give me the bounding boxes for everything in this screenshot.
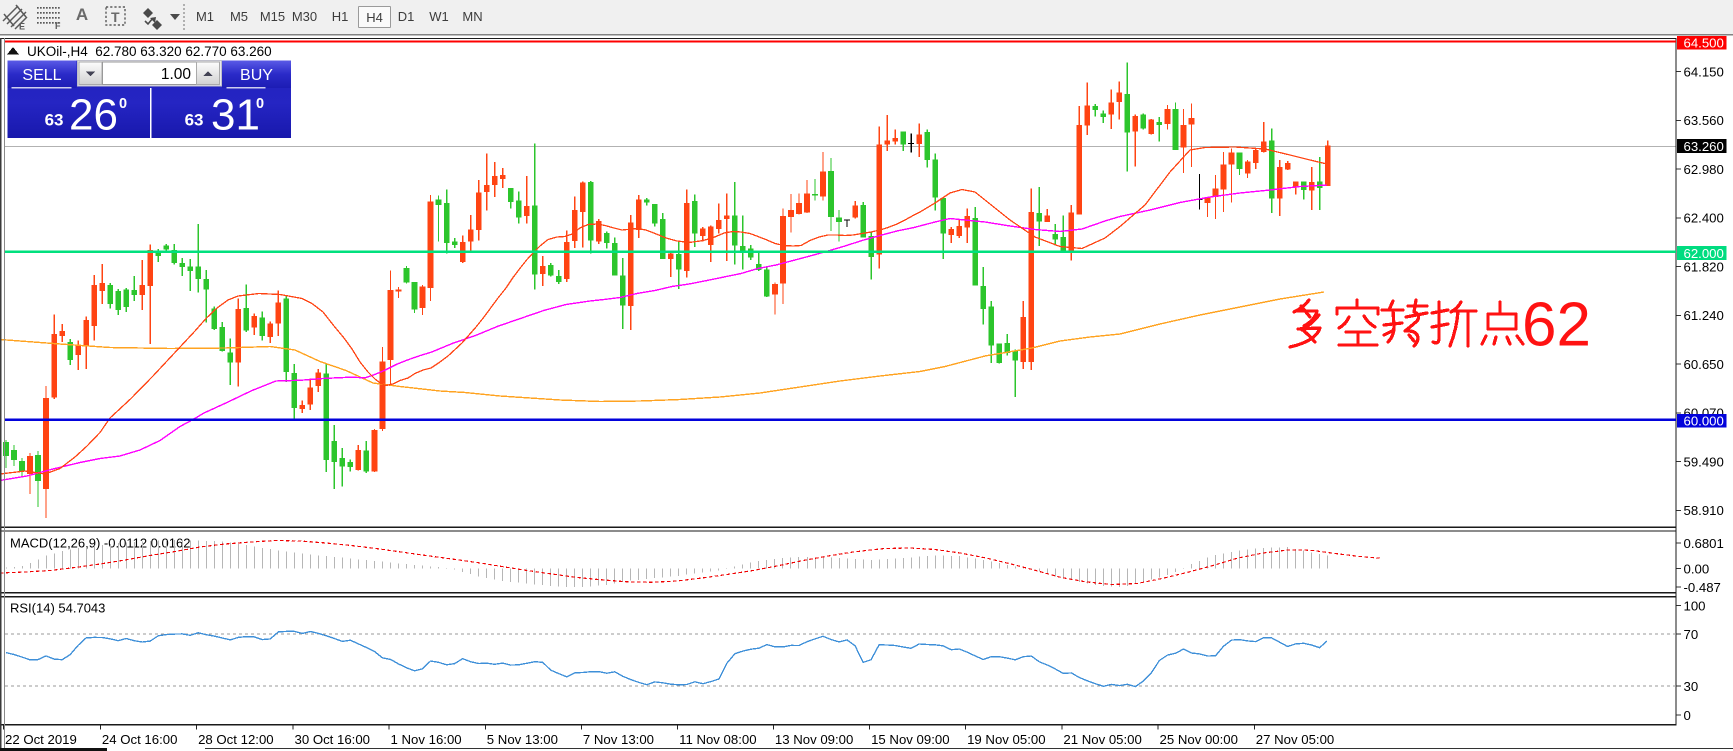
svg-text:MACD(12,26,9) -0.0112 0.0162: MACD(12,26,9) -0.0112 0.0162 bbox=[10, 536, 190, 551]
svg-text:63.560: 63.560 bbox=[1684, 113, 1724, 128]
svg-text:59.490: 59.490 bbox=[1684, 454, 1724, 469]
svg-text:28 Oct 12:00: 28 Oct 12:00 bbox=[198, 732, 274, 747]
svg-text:1 Nov 16:00: 1 Nov 16:00 bbox=[391, 732, 462, 747]
svg-text:19 Nov 05:00: 19 Nov 05:00 bbox=[967, 732, 1045, 747]
svg-text:0: 0 bbox=[119, 96, 127, 112]
svg-text:11 Nov 08:00: 11 Nov 08:00 bbox=[679, 732, 756, 747]
svg-text:BUY: BUY bbox=[240, 67, 273, 84]
svg-text:0.00: 0.00 bbox=[1684, 561, 1710, 576]
svg-text:0: 0 bbox=[256, 96, 264, 112]
svg-text:58.910: 58.910 bbox=[1684, 503, 1724, 518]
svg-text:63: 63 bbox=[185, 111, 204, 130]
svg-text:F: F bbox=[55, 21, 61, 30]
svg-text:60.650: 60.650 bbox=[1684, 357, 1724, 372]
svg-text:62.000: 62.000 bbox=[1684, 246, 1724, 261]
svg-text:64.500: 64.500 bbox=[1684, 35, 1724, 50]
svg-text:UKOil-,H4 62.780 63.320 62.77: UKOil-,H4 62.780 63.320 62.770 63.260 bbox=[27, 44, 272, 59]
svg-text:SELL: SELL bbox=[22, 67, 61, 84]
svg-text:7 Nov 13:00: 7 Nov 13:00 bbox=[583, 732, 654, 747]
svg-text:1.00: 1.00 bbox=[161, 66, 192, 83]
svg-text:-0.487: -0.487 bbox=[1684, 580, 1721, 595]
svg-text:62.980: 62.980 bbox=[1684, 162, 1724, 177]
svg-text:63: 63 bbox=[45, 111, 64, 130]
svg-text:22 Oct 2019: 22 Oct 2019 bbox=[5, 732, 77, 747]
svg-text:61.240: 61.240 bbox=[1684, 308, 1724, 323]
svg-text:70: 70 bbox=[1684, 627, 1699, 642]
svg-text:21 Nov 05:00: 21 Nov 05:00 bbox=[1063, 732, 1141, 747]
svg-text:0: 0 bbox=[1684, 708, 1691, 723]
svg-text:63.260: 63.260 bbox=[1684, 139, 1724, 154]
svg-text:62.400: 62.400 bbox=[1684, 211, 1724, 226]
svg-text:24 Oct 16:00: 24 Oct 16:00 bbox=[102, 732, 178, 747]
svg-text:13 Nov 09:00: 13 Nov 09:00 bbox=[775, 732, 853, 747]
svg-text:RSI(14) 54.7043: RSI(14) 54.7043 bbox=[10, 601, 105, 616]
svg-text:T: T bbox=[111, 9, 120, 25]
svg-text:100: 100 bbox=[1684, 598, 1706, 613]
svg-text:0.6801: 0.6801 bbox=[1684, 536, 1724, 551]
svg-text:26: 26 bbox=[69, 91, 118, 140]
svg-text:62: 62 bbox=[1522, 291, 1591, 360]
svg-text:27 Nov 05:00: 27 Nov 05:00 bbox=[1256, 732, 1334, 747]
svg-text:61.820: 61.820 bbox=[1684, 259, 1724, 274]
svg-text:64.150: 64.150 bbox=[1684, 64, 1724, 79]
svg-text:15 Nov 09:00: 15 Nov 09:00 bbox=[871, 732, 949, 747]
svg-text:25 Nov 00:00: 25 Nov 00:00 bbox=[1160, 732, 1238, 747]
svg-text:30: 30 bbox=[1684, 679, 1699, 694]
svg-text:31: 31 bbox=[211, 91, 260, 140]
svg-text:60.000: 60.000 bbox=[1684, 413, 1724, 428]
svg-text:E: E bbox=[19, 22, 25, 31]
svg-text:30 Oct 16:00: 30 Oct 16:00 bbox=[295, 732, 371, 747]
svg-text:5 Nov 13:00: 5 Nov 13:00 bbox=[487, 732, 558, 747]
